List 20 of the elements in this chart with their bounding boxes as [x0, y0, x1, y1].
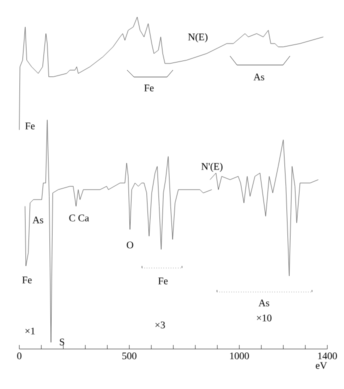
annotation: Fe [144, 84, 154, 92]
annotation: Fe [158, 278, 168, 284]
annotation: O [126, 242, 134, 248]
x-tick-label: 0 [17, 352, 22, 360]
annotation: ×1 [25, 328, 35, 334]
annotation: Fe [25, 122, 35, 130]
annotation: S [60, 338, 64, 346]
x-axis-title: eV [316, 362, 327, 369]
series-label: N'(E) [201, 162, 222, 172]
x-tick-label: 1000 [230, 352, 249, 360]
x-tick-label: 1400 [318, 352, 337, 360]
x-tick-label: 500 [122, 352, 136, 360]
annotation: ×3 [155, 322, 165, 328]
annotation: As [258, 300, 270, 306]
annotation: C Ca [69, 214, 89, 222]
annotation: Fe [22, 276, 32, 284]
series-label: N(E) [188, 33, 208, 42]
annotation: ×10 [256, 314, 272, 322]
annotation: As [254, 74, 264, 80]
annotation: As [32, 216, 44, 224]
